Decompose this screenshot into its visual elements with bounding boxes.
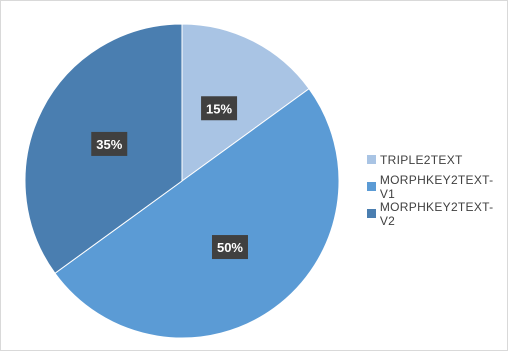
legend-label: TRIPLE2TEXT [380,152,463,167]
legend-swatch [367,209,376,218]
data-label-background [91,131,128,156]
pie-slice-triple2text [181,23,310,182]
legend-swatch [367,155,376,164]
legend-label: MORPHKEY2TEXT-V2 [379,199,494,228]
legend: TRIPLE2TEXT MORPHKEY2TEXT-V1 MORPHKEY2TE… [367,146,507,228]
pie-slice-morphkey2text-v1 [54,88,340,339]
data-label-text: 35% [96,137,122,152]
data-label-text: 15% [206,101,232,116]
legend-item-morphkey2text-v2: MORPHKEY2TEXT-V2 [367,199,507,228]
data-label-morphkey2text-v2: 35% [91,131,128,156]
data-label-text: 50% [217,240,243,255]
data-label-triple2text: 15% [201,96,238,121]
data-label-background [201,96,238,121]
legend-swatch [367,182,376,191]
data-label-background [211,235,248,260]
legend-item-triple2text: TRIPLE2TEXT [367,146,507,173]
legend-label: MORPHKEY2TEXT-V1 [379,172,494,201]
data-label-morphkey2text-v1: 50% [211,235,248,260]
legend-item-morphkey2text-v1: MORPHKEY2TEXT-V1 [367,172,507,201]
